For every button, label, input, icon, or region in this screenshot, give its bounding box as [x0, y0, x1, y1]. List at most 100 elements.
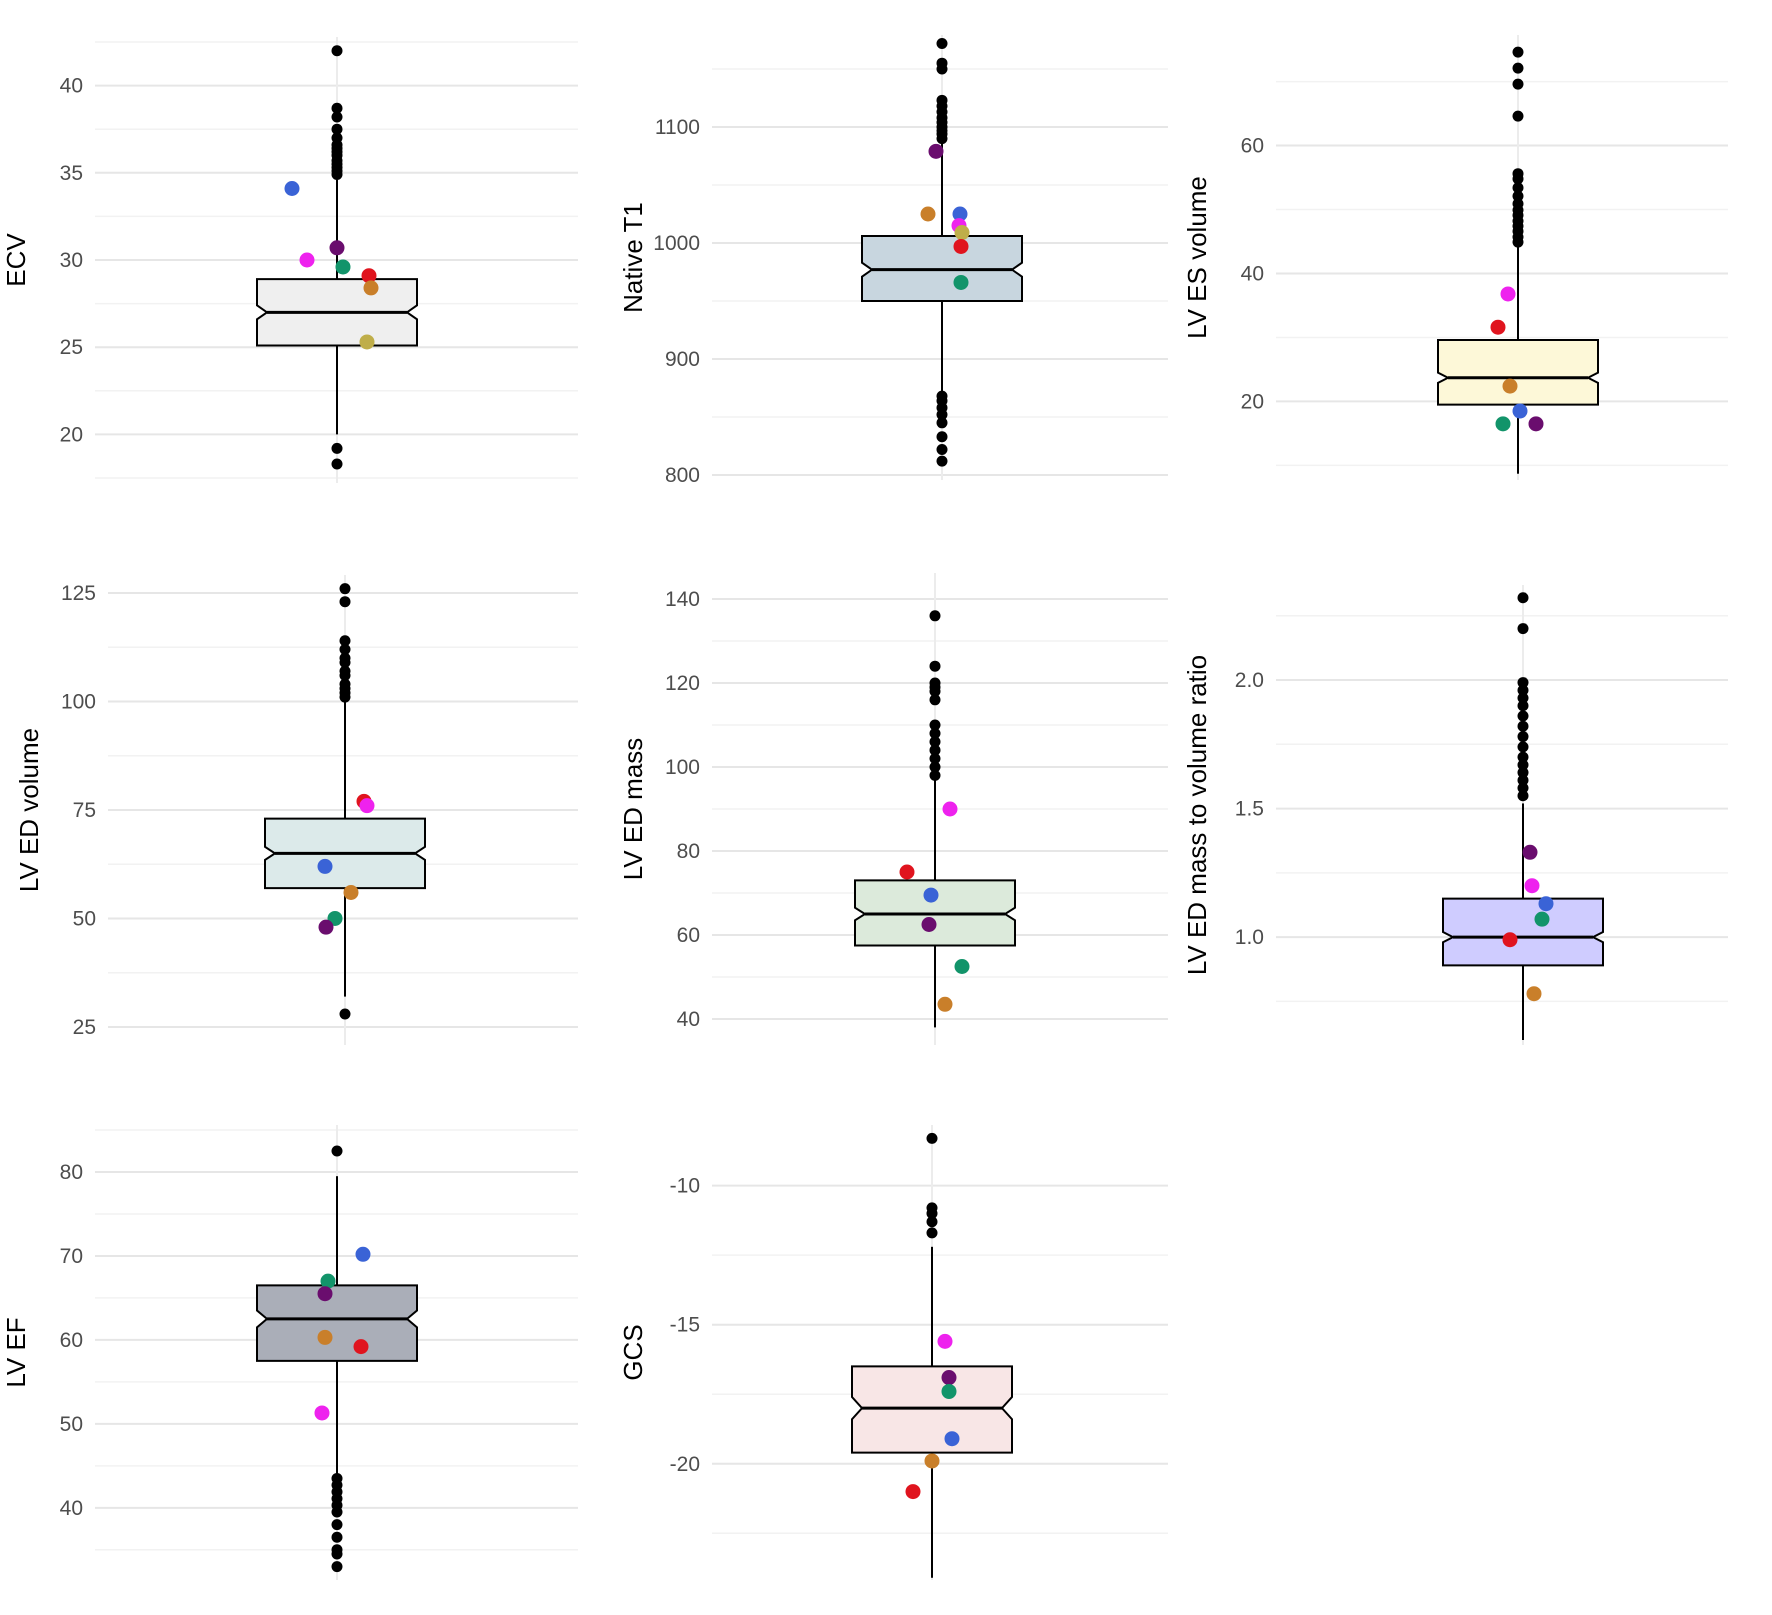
y-tick-label: 70 [60, 1245, 83, 1268]
y-axis-title: LV ES volume [1182, 176, 1212, 339]
outlier-point [926, 1207, 938, 1219]
highlight-point-magenta [942, 801, 958, 817]
outlier-point [1517, 759, 1529, 771]
boxplot-panel-3: 25 50 75 100 125 LV ED volume [14, 575, 578, 1045]
highlight-point-orange [924, 1453, 940, 1469]
outlier-point [929, 769, 941, 781]
highlight-point-khaki [359, 334, 375, 350]
highlight-point-orange [1526, 986, 1542, 1002]
highlight-point-green [320, 1273, 336, 1289]
outlier-point [331, 102, 343, 114]
highlight-point-purple [1528, 416, 1544, 432]
highlight-point-orange [363, 280, 379, 296]
outlier-point [1512, 198, 1524, 210]
highlight-point-blue [317, 858, 333, 874]
outlier-point [1517, 623, 1529, 635]
outlier-point [331, 1506, 343, 1518]
highlight-point-purple [941, 1370, 957, 1386]
outlier-point [339, 596, 351, 608]
y-tick-label: 125 [61, 582, 96, 605]
highlight-point-green [335, 259, 351, 275]
outlier-point [339, 665, 351, 677]
y-tick-label: 1.5 [1235, 798, 1264, 821]
y-axis-title: GCS [618, 1324, 648, 1380]
boxplot-panel-1: 800 900 1000 1100 Native T1 [618, 35, 1168, 487]
outlier-point [929, 610, 941, 622]
y-tick-label: 80 [677, 840, 700, 863]
outlier-point [936, 443, 948, 455]
outlier-point [331, 132, 343, 144]
y-axis-title: LV ED mass [618, 738, 648, 881]
y-tick-label: 60 [677, 924, 700, 947]
highlight-point-green [941, 1383, 957, 1399]
y-tick-label: 800 [665, 464, 700, 487]
highlight-point-green [1534, 911, 1550, 927]
outlier-point [1517, 731, 1529, 743]
outlier-point [936, 455, 948, 467]
y-tick-label: 60 [60, 1329, 83, 1352]
outlier-point [929, 761, 941, 773]
highlight-point-green [1495, 416, 1511, 432]
y-tick-label: 20 [60, 423, 83, 446]
y-tick-label: 25 [73, 1016, 96, 1039]
highlight-point-red [1502, 932, 1518, 948]
outlier-point [339, 1008, 351, 1020]
outlier-point [929, 744, 941, 756]
outlier-point [331, 1548, 343, 1560]
outlier-point [1512, 46, 1524, 58]
y-tick-label: -15 [670, 1314, 700, 1337]
outlier-point [1517, 782, 1529, 794]
y-tick-label: 80 [60, 1161, 83, 1184]
notched-box [1442, 897, 1604, 967]
highlight-point-red [953, 238, 969, 254]
y-tick-label: 50 [73, 907, 96, 930]
outlier-point [929, 660, 941, 672]
highlight-point-blue [944, 1431, 960, 1447]
highlight-point-purple [1522, 844, 1538, 860]
y-tick-label: 40 [60, 1497, 83, 1520]
highlight-point-red [899, 864, 915, 880]
y-tick-label: 40 [60, 75, 83, 98]
boxplot-panel-6: 40 50 60 70 80 LV EF [1, 1125, 578, 1580]
y-tick-label: 60 [1241, 135, 1264, 158]
outlier-point [1517, 774, 1529, 786]
outlier-point [936, 94, 948, 106]
y-tick-label: 35 [60, 162, 83, 185]
y-tick-label: -10 [670, 1175, 700, 1198]
highlight-point-orange [920, 206, 936, 222]
y-tick-label: 1000 [653, 232, 700, 255]
y-tick-label: 30 [60, 249, 83, 272]
outlier-point [1512, 62, 1524, 74]
highlight-point-magenta [359, 798, 375, 814]
outlier-point [331, 458, 343, 470]
outlier-point [936, 431, 948, 443]
highlight-point-khaki [954, 225, 970, 241]
outlier-point [936, 417, 948, 429]
y-axis-title: LV ED volume [14, 728, 44, 892]
outlier-point [936, 390, 948, 402]
outlier-point [339, 652, 351, 664]
highlight-point-purple [317, 1286, 333, 1302]
y-tick-label: 40 [677, 1008, 700, 1031]
outlier-point [1512, 78, 1524, 90]
notched-box [256, 1284, 418, 1362]
highlight-point-green [953, 274, 969, 290]
y-tick-label: 20 [1241, 390, 1264, 413]
highlight-point-magenta [1524, 878, 1540, 894]
highlight-point-blue [284, 180, 300, 196]
highlight-point-orange [343, 884, 359, 900]
outlier-point [1517, 592, 1529, 604]
outlier-point [1517, 692, 1529, 704]
outlier-point [926, 1132, 938, 1144]
highlight-point-blue [355, 1246, 371, 1262]
outlier-point [331, 111, 343, 123]
outlier-point [1517, 700, 1529, 712]
boxplot-panel-5: 1.0 1.5 2.0 LV ED mass to volume ratio [1182, 585, 1728, 1045]
highlight-point-purple [928, 143, 944, 159]
outlier-point [1512, 110, 1524, 122]
y-axis-title: LV EF [1, 1317, 31, 1387]
highlight-point-purple [318, 919, 334, 935]
outlier-point [331, 45, 343, 57]
boxplot-panel-2: 20 40 60 LV ES volume [1182, 35, 1728, 480]
outlier-point [1517, 684, 1529, 696]
